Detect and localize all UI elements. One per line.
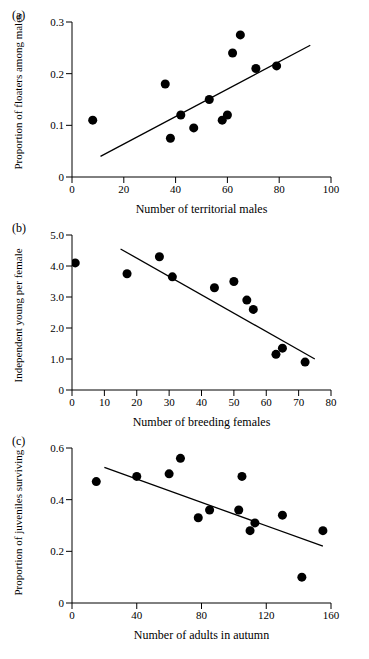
svg-text:2.0: 2.0 <box>50 322 64 334</box>
svg-text:40: 40 <box>196 396 208 408</box>
svg-text:1.0: 1.0 <box>50 353 64 365</box>
svg-text:0: 0 <box>59 171 65 183</box>
svg-text:0: 0 <box>69 396 75 408</box>
svg-text:Number of territorial males: Number of territorial males <box>136 202 268 216</box>
svg-text:20: 20 <box>131 396 143 408</box>
svg-text:Number of adults in autumn: Number of adults in autumn <box>134 628 269 642</box>
svg-text:Proportion of juveniles surviv: Proportion of juveniles surviving <box>12 449 24 595</box>
svg-text:70: 70 <box>293 396 305 408</box>
svg-text:3.0: 3.0 <box>50 291 64 303</box>
svg-text:120: 120 <box>258 609 275 621</box>
svg-text:Independent young per female: Independent young per female <box>12 248 24 382</box>
svg-text:80: 80 <box>326 396 338 408</box>
svg-text:100: 100 <box>323 183 340 195</box>
svg-text:0.2: 0.2 <box>50 68 64 80</box>
svg-text:0: 0 <box>59 384 65 396</box>
svg-text:0.3: 0.3 <box>50 16 64 28</box>
svg-text:160: 160 <box>323 609 340 621</box>
svg-text:20: 20 <box>118 183 130 195</box>
svg-text:0.2: 0.2 <box>50 545 64 557</box>
svg-text:80: 80 <box>274 183 286 195</box>
svg-text:40: 40 <box>170 183 182 195</box>
svg-text:30: 30 <box>164 396 176 408</box>
svg-text:10: 10 <box>99 396 111 408</box>
svg-text:40: 40 <box>131 609 143 621</box>
svg-text:4.0: 4.0 <box>50 260 64 272</box>
svg-text:Number of breeding females: Number of breeding females <box>133 415 271 429</box>
svg-text:50: 50 <box>228 396 240 408</box>
svg-text:60: 60 <box>261 396 273 408</box>
svg-text:0: 0 <box>59 597 65 609</box>
svg-text:0.1: 0.1 <box>50 119 64 131</box>
svg-text:80: 80 <box>196 609 208 621</box>
svg-text:0.4: 0.4 <box>50 494 64 506</box>
svg-text:0: 0 <box>69 609 75 621</box>
svg-text:Proportion of floaters among m: Proportion of floaters among males <box>12 14 24 170</box>
svg-text:5.0: 5.0 <box>50 229 64 241</box>
svg-text:0.6: 0.6 <box>50 442 64 454</box>
svg-text:0: 0 <box>69 183 75 195</box>
svg-text:60: 60 <box>222 183 234 195</box>
